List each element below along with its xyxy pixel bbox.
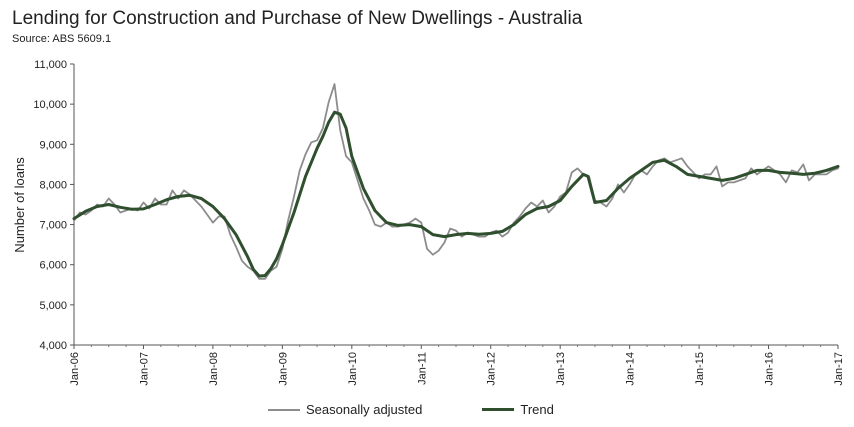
x-tick-label: Jan-15	[694, 352, 706, 386]
x-tick-label: Jan-14	[625, 352, 637, 386]
y-tick-label: 8,000	[39, 179, 67, 191]
legend-swatch-seasonally-adjusted	[268, 408, 300, 411]
y-tick-label: 6,000	[39, 260, 67, 272]
y-axis-label: Number of loans	[12, 157, 27, 253]
x-tick-label: Jan-06	[69, 352, 81, 386]
chart-title: Lending for Construction and Purchase of…	[12, 8, 583, 29]
legend-item-seasonally-adjusted: Seasonally adjusted	[268, 402, 422, 417]
y-tick-label: 9,000	[39, 139, 67, 151]
y-tick-label: 11,000	[34, 59, 67, 71]
x-tick-label: Jan-16	[764, 352, 776, 386]
chart-source: Source: ABS 5609.1	[12, 33, 112, 45]
x-tick-label: Jan-09	[277, 352, 289, 386]
y-tick-label: 4,000	[39, 340, 67, 352]
y-tick-label: 10,000	[33, 99, 67, 111]
series-line-seasonally-adjusted	[73, 83, 839, 280]
legend-item-trend: Trend	[482, 402, 554, 417]
x-tick-label: Jan-17	[833, 352, 845, 386]
legend-swatch-trend	[482, 408, 515, 411]
x-tick-label: Jan-13	[555, 352, 567, 386]
axes: 4,000 5,000 6,000 7,000 8,000 9,000 10,000 11,0…	[33, 59, 845, 386]
line-chart: 4,000 5,000 6,000 7,000 8,000 9,000 10,000 11,0…	[12, 59, 845, 386]
legend: Seasonally adjusted Trend	[268, 402, 554, 417]
y-tick-label: 7,000	[39, 220, 67, 232]
x-tick-label: Jan-11	[416, 352, 428, 385]
x-tick-label: Jan-07	[138, 352, 150, 386]
y-tick-label: 5,000	[39, 300, 67, 312]
x-tick-label: Jan-10	[347, 352, 359, 386]
x-tick-label: Jan-08	[208, 352, 220, 386]
legend-label-seasonally-adjusted: Seasonally adjusted	[306, 402, 423, 417]
legend-label-trend: Trend	[520, 402, 554, 417]
series-line-trend	[72, 110, 840, 278]
series-layer	[72, 83, 840, 280]
x-tick-label: Jan-12	[486, 352, 498, 386]
